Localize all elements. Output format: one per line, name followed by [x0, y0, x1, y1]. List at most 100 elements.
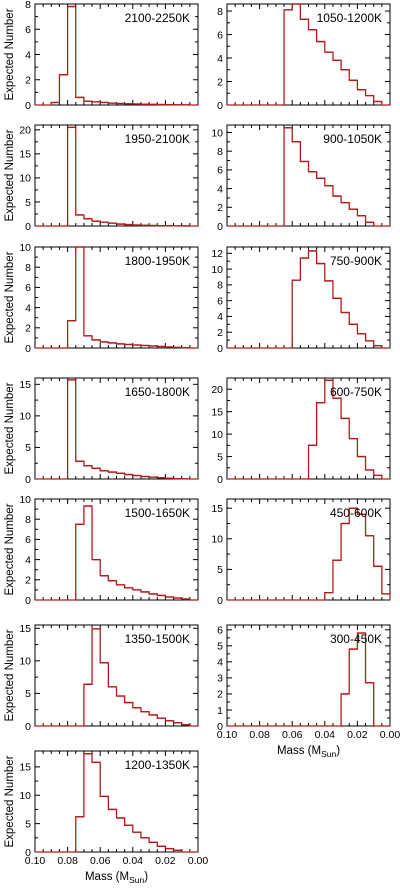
x-axis-label-left: Mass (MSun): [85, 871, 148, 885]
y-tick-label: 4: [25, 302, 31, 314]
y-tick-label: 10: [19, 656, 31, 668]
x-tick-label: 0.00: [380, 729, 400, 741]
y-tick-label: 15: [19, 623, 31, 635]
y-tick-label: 5: [217, 451, 223, 463]
y-tick-label: 10: [211, 127, 223, 139]
histogram-bars: [67, 379, 190, 480]
histogram-panel: 0 5 10 15 0.10 0.08 0.06 0.04 0.02 0.00 1200-1350K: [19, 750, 209, 867]
panel-temperature-label: 2100-2250K: [125, 11, 190, 25]
y-tick-label: 6: [25, 282, 31, 294]
y-axis-labels: Expected Number Expected Number Expected N…: [4, 8, 16, 847]
y-tick-label: 20: [211, 384, 223, 396]
y-tick-label: 15: [19, 379, 31, 391]
histogram-bars: [284, 3, 382, 103]
y-tick-label: 0: [217, 221, 223, 233]
histogram-series-line: [35, 505, 198, 601]
y-tick-label: 2: [25, 575, 31, 587]
x-tick-label: 0.08: [249, 729, 270, 741]
y-tick-label: 15: [211, 503, 223, 515]
histogram-bars: [308, 379, 382, 477]
y-tick-label: 0: [25, 595, 31, 607]
panel-temperature-label: 1050-1200K: [317, 11, 382, 25]
y-tick-label: 4: [217, 311, 223, 323]
panel-temperature-label: 1650-1800K: [125, 385, 190, 399]
y-tick-label: 4: [25, 49, 31, 61]
y-tick-label: 10: [19, 790, 31, 802]
y-tick-label: 15: [19, 762, 31, 774]
y-tick-label: 6: [217, 295, 223, 307]
x-tick-label: 0.00: [188, 855, 209, 867]
histogram-panel: 0 2 4 6 8 10 1800-1950K: [19, 242, 199, 355]
y-tick-label: 2: [217, 327, 223, 339]
x-tick-label: 0.04: [123, 855, 144, 867]
y-tick-label: 8: [217, 280, 223, 292]
y-axis-label: Expected Number: [4, 8, 16, 100]
y-axis-label: Expected Number: [4, 129, 16, 221]
y-tick-label: 5: [25, 688, 31, 700]
y-tick-label: 4: [217, 657, 223, 669]
y-tick-label: 0: [25, 474, 31, 486]
y-axis-label: Expected Number: [4, 629, 16, 721]
y-tick-label: 5: [25, 442, 31, 454]
x-axis-label-right: Mass (MSun): [277, 745, 340, 759]
y-tick-label: 2: [217, 689, 223, 701]
y-tick-label: 6: [217, 165, 223, 177]
panel-temperature-label: 1350-1500K: [125, 632, 190, 646]
y-axis-label: Expected Number: [4, 503, 16, 595]
histogram-panel: 0 2 4 6 8 2100-2250K: [25, 0, 199, 112]
y-tick-label: 6: [217, 29, 223, 41]
histogram-panel: 0 2 4 6 8 1050-1200K: [217, 3, 391, 112]
histogram-bars: [83, 628, 190, 726]
y-tick-label: 1: [217, 705, 223, 717]
y-tick-label: 10: [19, 173, 31, 185]
y-tick-label: 20: [19, 125, 31, 137]
panel-temperature-label: 1500-1650K: [125, 506, 190, 520]
y-tick-label: 0: [25, 100, 31, 112]
histogram-panel: 0 5 10 15 20 1950-2100K: [19, 124, 199, 233]
y-tick-label: 6: [25, 534, 31, 546]
y-tick-label: 15: [211, 406, 223, 418]
y-tick-label: 8: [25, 262, 31, 274]
x-tick-label: 0.10: [25, 855, 46, 867]
y-tick-label: 5: [217, 564, 223, 576]
histogram-bars: [292, 250, 382, 347]
histogram-bars: [75, 753, 182, 851]
y-tick-label: 2: [25, 75, 31, 87]
histogram-bars: [341, 632, 374, 695]
y-axis-label: Expected Number: [4, 382, 16, 474]
y-tick-label: 0: [217, 343, 223, 355]
y-tick-label: 10: [211, 429, 223, 441]
histogram-panel: 0 5 10 15 1650-1800K: [19, 377, 199, 486]
y-tick-label: 3: [217, 673, 223, 685]
y-tick-label: 5: [25, 818, 31, 830]
histogram-panel: 0 2 4 6 8 10 900-1050K: [211, 124, 391, 233]
x-tick-label: 0.02: [347, 729, 368, 741]
y-axis-label: Expected Number: [4, 251, 16, 343]
y-tick-label: 10: [211, 264, 223, 276]
y-tick-label: 2: [217, 202, 223, 214]
y-tick-label: 4: [25, 554, 31, 566]
y-tick-label: 15: [19, 149, 31, 161]
y-tick-label: 5: [217, 641, 223, 653]
histogram-panel: 0 2 4 6 8 10 12 750-900K: [211, 246, 391, 355]
histogram-panel: 0 2 4 6 8 10 1500-1650K: [19, 494, 199, 607]
y-tick-label: 8: [25, 0, 31, 11]
x-tick-label: 0.06: [282, 729, 303, 741]
y-tick-label: 0: [217, 100, 223, 112]
panel-temperature-label: 300-450K: [330, 632, 382, 646]
panel-temperature-label: 750-900K: [330, 254, 382, 268]
y-tick-label: 8: [217, 146, 223, 158]
y-tick-label: 8: [25, 514, 31, 526]
y-tick-label: 6: [25, 24, 31, 36]
panel-temperature-label: 900-1050K: [323, 132, 382, 146]
histogram-panel: 0 5 10 15 450-600K: [211, 498, 391, 607]
y-tick-label: 10: [211, 534, 223, 546]
y-tick-label: 6: [217, 625, 223, 637]
y-tick-label: 0: [217, 721, 223, 733]
panel-temperature-label: 1950-2100K: [125, 132, 190, 146]
y-tick-label: 0: [25, 343, 31, 355]
y-axis-label: Expected Number: [4, 755, 16, 847]
y-tick-label: 12: [211, 248, 223, 260]
